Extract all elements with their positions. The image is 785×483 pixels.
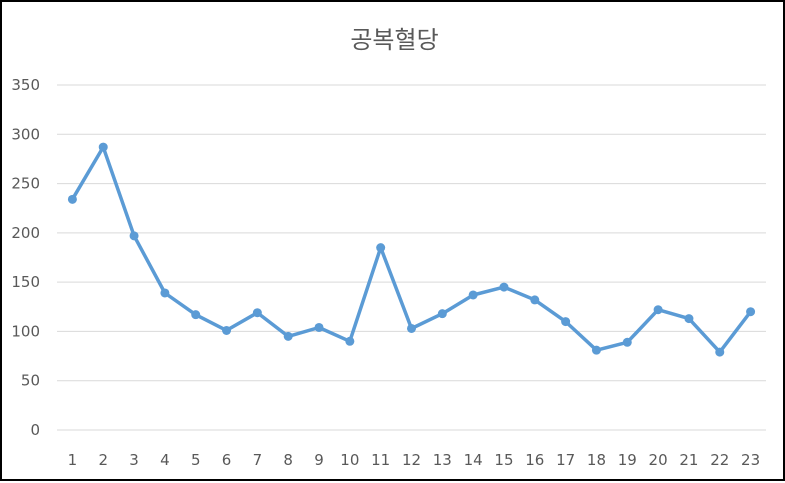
- x-tick-label-5: 5: [191, 451, 201, 469]
- y-tick-label-100: 100: [11, 322, 40, 340]
- data-point-2: [98, 142, 108, 152]
- x-tick-label-19: 19: [618, 451, 637, 469]
- y-tick-label-250: 250: [11, 175, 40, 193]
- x-tick-label-20: 20: [649, 451, 668, 469]
- x-tick-label-1: 1: [68, 451, 78, 469]
- x-tick-label-23: 23: [741, 451, 760, 469]
- x-tick-label-22: 22: [710, 451, 729, 469]
- x-tick-label-8: 8: [283, 451, 293, 469]
- data-point-14: [468, 290, 478, 300]
- data-point-16: [530, 295, 540, 305]
- data-point-20: [653, 305, 663, 315]
- x-tick-label-15: 15: [494, 451, 513, 469]
- x-tick-label-12: 12: [402, 451, 421, 469]
- x-tick-label-4: 4: [160, 451, 170, 469]
- data-point-7: [252, 308, 262, 318]
- x-tick-label-7: 7: [253, 451, 263, 469]
- x-tick-label-6: 6: [222, 451, 232, 469]
- data-point-10: [345, 336, 355, 346]
- data-point-13: [437, 309, 447, 319]
- data-point-11: [376, 243, 386, 253]
- x-tick-label-11: 11: [371, 451, 390, 469]
- data-point-5: [191, 310, 201, 320]
- data-point-15: [499, 282, 509, 292]
- data-point-4: [160, 288, 170, 298]
- data-point-23: [746, 307, 756, 317]
- x-tick-label-16: 16: [525, 451, 544, 469]
- data-point-22: [715, 347, 725, 357]
- y-tick-label-50: 50: [21, 372, 40, 390]
- data-point-3: [129, 231, 139, 241]
- x-tick-label-17: 17: [556, 451, 575, 469]
- data-point-21: [684, 314, 694, 324]
- x-tick-label-3: 3: [129, 451, 139, 469]
- y-tick-label-200: 200: [11, 224, 40, 242]
- chart-title: 공복혈당: [350, 26, 439, 54]
- x-tick-label-2: 2: [98, 451, 108, 469]
- data-point-6: [222, 325, 232, 335]
- x-tick-label-13: 13: [433, 451, 452, 469]
- x-tick-label-21: 21: [679, 451, 698, 469]
- y-tick-label-350: 350: [11, 76, 40, 94]
- data-point-19: [622, 337, 632, 347]
- x-tick-label-14: 14: [464, 451, 483, 469]
- data-point-17: [561, 317, 571, 327]
- x-tick-label-18: 18: [587, 451, 606, 469]
- y-tick-label-150: 150: [11, 273, 40, 291]
- x-tick-label-9: 9: [314, 451, 324, 469]
- series-line-0: [70, 145, 753, 354]
- data-point-18: [591, 345, 601, 355]
- data-point-12: [407, 323, 416, 333]
- data-point-9: [314, 322, 324, 332]
- y-tick-label-0: 0: [30, 421, 40, 439]
- y-tick-label-300: 300: [11, 125, 40, 143]
- data-point-1: [67, 194, 77, 204]
- x-tick-label-10: 10: [340, 451, 359, 469]
- data-point-8: [283, 331, 293, 341]
